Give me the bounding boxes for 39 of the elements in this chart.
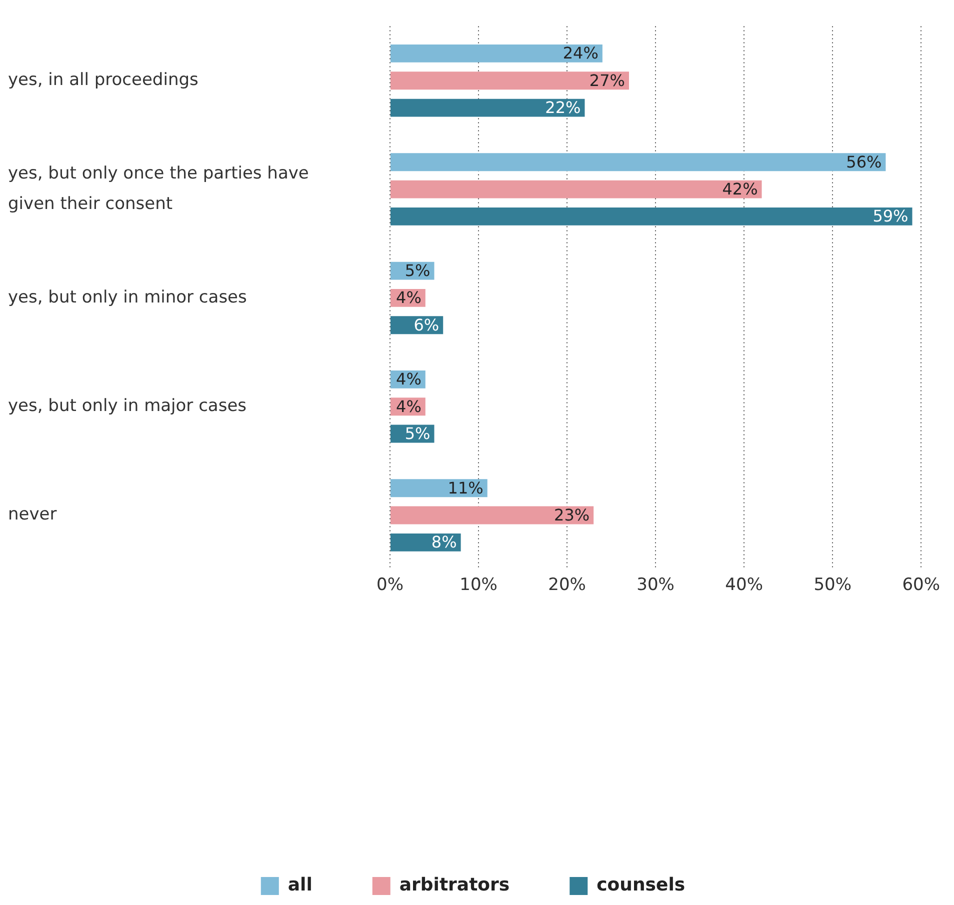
- y-tick-label: yes, but only in minor cases: [8, 287, 248, 308]
- data-label: 22%: [545, 98, 581, 117]
- bar: [390, 44, 602, 62]
- x-tick-label: 0%: [376, 575, 404, 596]
- data-label: 4%: [396, 370, 422, 389]
- y-tick-label: yes, but only in major cases: [8, 396, 247, 416]
- data-label: 4%: [396, 288, 422, 308]
- bar: [390, 479, 488, 498]
- bar: [390, 180, 762, 198]
- data-label: 5%: [404, 424, 430, 443]
- data-label: 6%: [414, 315, 440, 334]
- y-tick-label: yes, but only once the parties have given their consent: [8, 163, 309, 214]
- legend-label: arbitrators: [399, 874, 510, 896]
- x-tick-label: 10%: [460, 575, 498, 596]
- data-label: 27%: [589, 70, 625, 90]
- data-label: 56%: [846, 152, 882, 172]
- data-label: 5%: [404, 260, 430, 280]
- legend-label: all: [288, 874, 312, 896]
- x-tick-label: 50%: [814, 575, 852, 596]
- data-label: 24%: [562, 44, 598, 63]
- y-tick-label: never: [8, 504, 57, 525]
- bar: [390, 72, 629, 90]
- x-tick-label: 30%: [636, 575, 674, 596]
- data-label: 4%: [396, 396, 422, 416]
- data-label: 23%: [554, 505, 590, 524]
- bar: [390, 98, 585, 117]
- data-label: 8%: [431, 532, 457, 552]
- data-label: 11%: [448, 478, 484, 498]
- x-tick-label: 40%: [725, 575, 763, 596]
- legend-label: counsels: [596, 874, 686, 896]
- bar: [390, 153, 886, 172]
- x-tick-label: 20%: [548, 575, 586, 596]
- data-label: 59%: [872, 206, 908, 226]
- y-tick-label: yes, in all proceedings: [8, 70, 199, 90]
- data-label: 42%: [722, 179, 758, 198]
- x-tick-label: 60%: [902, 575, 940, 596]
- bar: [390, 207, 912, 226]
- bar: [390, 533, 461, 552]
- bar: [390, 506, 594, 524]
